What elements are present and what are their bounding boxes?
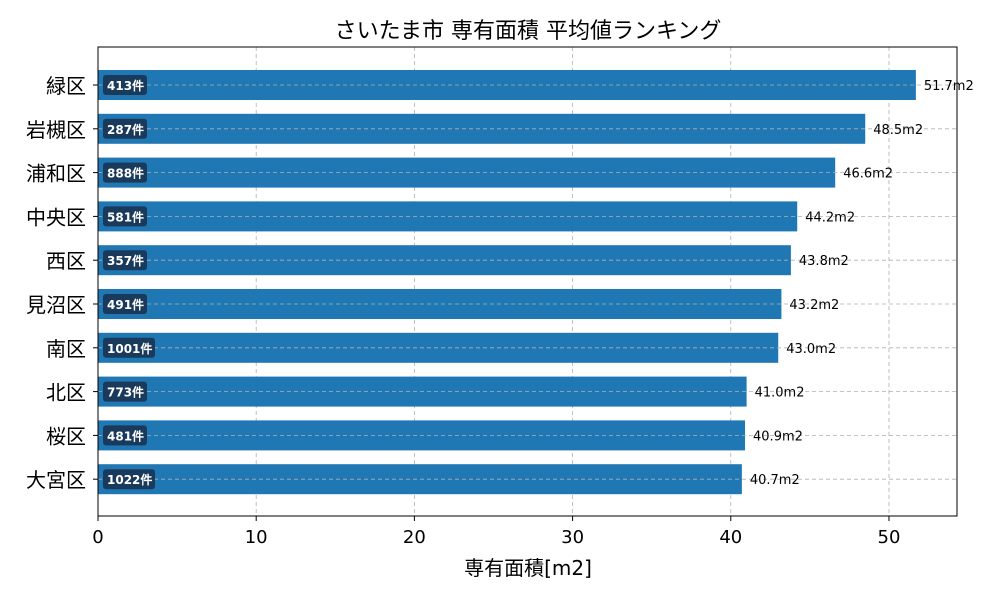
value-label-1: 48.5m2: [873, 123, 923, 138]
count-badge-7: [103, 381, 147, 402]
chart-title: さいたま市 専有面積 平均値ランキング: [335, 19, 722, 44]
count-badge-3: [103, 206, 147, 227]
count-badge-5: [103, 294, 147, 314]
value-label-5: 43.2m2: [789, 298, 839, 313]
y-tick-label-3: 中央区: [26, 205, 86, 229]
bar-5: [98, 289, 782, 319]
y-tick-label-7: 北区: [46, 381, 86, 405]
value-label-4: 43.8m2: [799, 254, 849, 269]
count-badge-9: [103, 469, 155, 490]
bar-6: [98, 332, 779, 363]
x-tick-label-4: 40: [719, 527, 742, 548]
x-tick-label-3: 30: [561, 527, 584, 548]
count-badge-6: [103, 337, 155, 358]
value-label-9: 40.7m2: [750, 473, 800, 488]
count-label-4: 357件: [107, 253, 144, 268]
count-badge-1: [103, 118, 147, 139]
value-label-2: 46.6m2: [843, 167, 893, 182]
x-tick-label-5: 50: [878, 527, 901, 548]
count-label-8: 481件: [107, 428, 144, 443]
y-tick-label-1: 岩槻区: [26, 118, 86, 142]
value-label-0: 51.7m2: [924, 79, 974, 94]
y-tick-label-6: 南区: [46, 337, 86, 361]
bar-3: [98, 201, 798, 232]
y-tick-label-9: 大宮区: [26, 468, 86, 492]
y-tick-label-2: 浦和区: [26, 162, 86, 186]
value-label-3: 44.2m2: [805, 210, 855, 225]
y-tick-label-0: 緑区: [46, 74, 86, 98]
count-badge-4: [103, 250, 147, 271]
count-label-6: 1001件: [107, 341, 152, 356]
count-label-5: 491件: [107, 297, 144, 312]
count-label-9: 1022件: [107, 472, 152, 487]
value-label-8: 40.9m2: [753, 429, 803, 444]
value-label-7: 41.0m2: [755, 386, 805, 401]
x-tick-label-1: 10: [245, 527, 268, 548]
count-badge-2: [103, 162, 147, 183]
count-label-1: 287件: [107, 122, 144, 137]
value-label-6: 43.0m2: [786, 342, 836, 357]
count-badge-8: [103, 425, 147, 446]
count-badge-0: [103, 75, 147, 95]
count-label-3: 581件: [107, 209, 144, 224]
count-label-0: 413件: [107, 78, 144, 93]
y-tick-label-5: 見沼区: [26, 293, 86, 317]
count-label-2: 888件: [107, 166, 144, 181]
plot-frame: [97, 46, 958, 517]
count-label-7: 773件: [107, 385, 144, 400]
horizontal-grid-lines: [98, 84, 957, 480]
y-tick-label-4: 西区: [46, 249, 86, 273]
x-tick-label-2: 20: [403, 527, 426, 548]
y-tick-label-8: 桜区: [46, 424, 86, 448]
data-labels: 413件 51.7m2 287件 48.5m2 888件 46.6m2 581件 44.2m2…: [103, 75, 974, 490]
x-axis-label: 専有面積[m2]: [464, 556, 592, 580]
x-tick-label-0: 0: [92, 527, 103, 548]
